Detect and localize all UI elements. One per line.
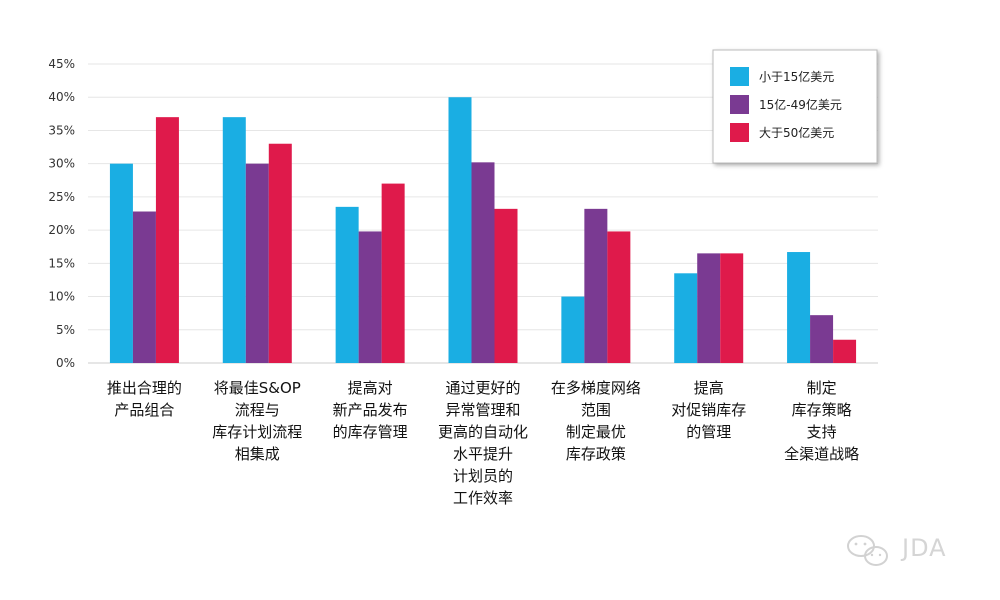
bar-1-0 [222, 117, 246, 364]
x-category-label: 将最佳S&OP 流程与库存计划流程相集成 [212, 379, 302, 463]
bar-3-0 [448, 97, 472, 363]
legend-label-1: 15亿-49亿美元 [759, 97, 842, 112]
bar-0-1 [132, 211, 156, 363]
x-category-label: 制定库存策略支持全渠道战略 [784, 379, 859, 463]
bar-5-1 [697, 253, 721, 363]
x-axis: 推出合理的产品组合 将最佳S&OP 流程与库存计划流程相集成 提高对新产品发布的库存管… [107, 379, 859, 507]
x-category-line: 计划员的 [453, 467, 513, 485]
bar-3-2 [494, 208, 518, 363]
y-tick-label: 25% [48, 190, 75, 204]
x-category-line: 相集成 [235, 445, 280, 463]
y-tick-label: 5% [56, 323, 75, 337]
x-category-line: 库存策略 [792, 401, 852, 419]
x-category-line: 的库存管理 [333, 423, 408, 441]
y-tick-label: 35% [48, 123, 75, 137]
y-tick-label: 10% [48, 290, 75, 304]
x-category-line: 支持 [807, 423, 837, 441]
bar-2-0 [335, 206, 359, 363]
x-category-line: 对促销库存 [671, 401, 746, 419]
x-category-line: 制定 [807, 379, 837, 397]
x-category-label: 通过更好的异常管理和更高的自动化水平提升计划员的工作效率 [438, 379, 528, 507]
x-category-line: 推出合理的 [107, 379, 182, 397]
x-category-line: 提高对 [348, 379, 393, 397]
legend-swatch-0 [730, 67, 749, 86]
bar-4-0 [561, 296, 585, 363]
y-tick-label: 30% [48, 157, 75, 171]
y-tick-label: 15% [48, 256, 75, 270]
bar-2-2 [381, 183, 405, 363]
x-category-label: 提高对新产品发布的库存管理 [333, 379, 408, 441]
x-category-label: 推出合理的产品组合 [107, 379, 182, 419]
legend-swatch-2 [730, 123, 749, 142]
x-category-line: 异常管理和 [445, 401, 520, 419]
y-tick-label: 20% [48, 223, 75, 237]
y-tick-label: 0% [56, 356, 75, 370]
x-category-line: 通过更好的 [445, 379, 520, 397]
x-category-line: 工作效率 [453, 489, 513, 507]
bar-4-2 [607, 231, 631, 363]
x-category-line: 制定最优 [566, 423, 626, 441]
x-category-line: 库存计划流程 [212, 423, 302, 441]
y-tick-label: 45% [48, 57, 75, 71]
legend: 小于15亿美元 15亿-49亿美元 大于50亿美元 [712, 49, 878, 164]
watermark: JDA [847, 534, 947, 566]
x-category-line: 更高的自动化 [438, 423, 528, 441]
legend-swatch-1 [730, 95, 749, 114]
x-category-line: 新产品发布 [333, 401, 408, 419]
bar-1-1 [245, 163, 269, 363]
bar-1-2 [268, 143, 292, 363]
wechat-icon [847, 535, 888, 566]
bar-0-2 [155, 117, 179, 364]
y-tick-label: 40% [48, 90, 75, 104]
legend-label-2: 大于50亿美元 [759, 125, 834, 140]
x-category-line: 的管理 [686, 423, 731, 441]
bar-0-0 [109, 163, 133, 363]
x-category-line: 流程与 [235, 401, 280, 419]
bar-2-1 [358, 231, 382, 363]
bar-4-1 [584, 208, 608, 363]
x-category-line: 产品组合 [114, 401, 174, 419]
watermark-text: JDA [900, 534, 947, 562]
y-axis: 0% 5% 10% 15% 20% 25% 30% 35% 40% 45% [48, 57, 75, 370]
legend-label-0: 小于15亿美元 [759, 69, 834, 84]
bar-5-2 [720, 253, 744, 363]
bar-6-2 [833, 339, 857, 363]
x-category-line: 在多梯度网络 [551, 379, 641, 397]
bar-6-0 [787, 252, 811, 363]
bar-6-1 [810, 315, 834, 363]
x-category-line: 范围 [581, 401, 611, 419]
x-category-label: 提高对促销库存的管理 [671, 379, 746, 441]
x-category-line: 将最佳S&OP [214, 379, 301, 397]
x-category-line: 库存政策 [566, 445, 626, 463]
x-category-line: 全渠道战略 [784, 445, 859, 463]
x-category-label: 在多梯度网络范围制定最优库存政策 [551, 379, 641, 463]
bar-3-1 [471, 162, 495, 363]
x-category-line: 提高 [694, 379, 724, 397]
bar-5-0 [674, 273, 698, 363]
bars [109, 97, 857, 364]
x-category-line: 水平提升 [453, 445, 513, 463]
